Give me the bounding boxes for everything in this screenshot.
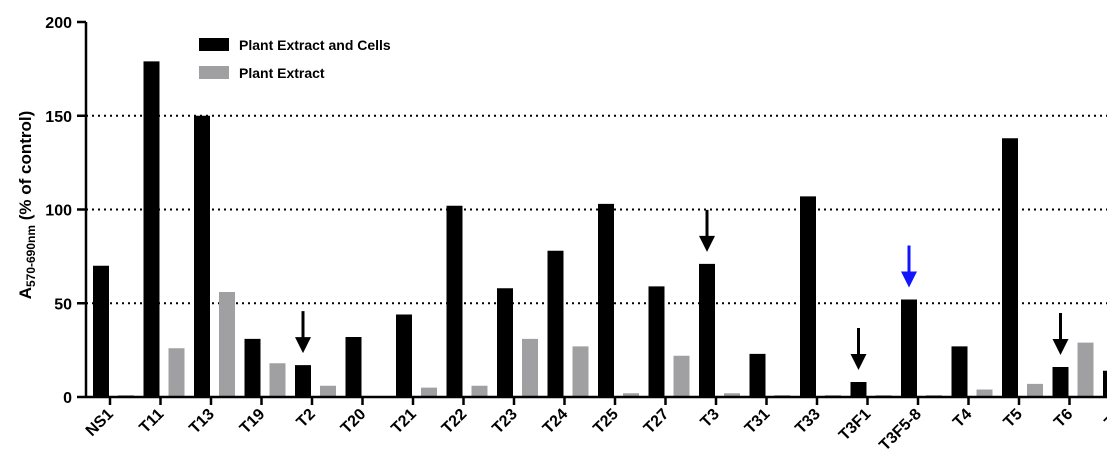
bar-t4-s1 [976, 389, 993, 397]
bar-t23-s1 [522, 338, 538, 397]
x-tick-label-ns1: NS1 [83, 406, 117, 440]
bar-t5-s1 [1027, 383, 1043, 397]
y-tick-label-150: 150 [45, 109, 72, 126]
bar-t3-s1 [724, 393, 740, 397]
bar-t13-s0 [194, 115, 210, 397]
bar-t19-s0 [244, 338, 261, 397]
x-tick-label-t22: T22 [439, 406, 471, 438]
bar-t21-s1 [421, 387, 437, 397]
bar-t3-s0 [699, 263, 715, 397]
bar-t3f5-8-s0 [901, 299, 917, 397]
bar-ns1-s0 [93, 265, 109, 397]
arrow-head-t3 [699, 235, 715, 252]
bar-t11-s0 [143, 61, 160, 397]
x-tick-label-t11: T11 [136, 406, 167, 437]
arrow-head-t6 [1052, 339, 1069, 355]
x-tick-label-t4: T4 [950, 406, 975, 431]
x-ticks: NS1 T11 T13 T19 T2 T20 T21 T22 T23 T24 T25 T27 T3 T31… [83, 397, 1107, 454]
bar-t22-s1 [471, 385, 488, 397]
y-ticks: 0 50 100 150 200 [45, 15, 86, 407]
x-tick-label-t6: T6 [1051, 406, 1076, 431]
bar-t25-s1 [623, 393, 639, 397]
x-tick-label-t33: T33 [792, 406, 824, 438]
reference-lines [86, 114, 1107, 305]
annotation-arrows [295, 209, 1069, 370]
bar-t22-s0 [446, 205, 463, 397]
bars [93, 61, 1107, 398]
arrow-head-t3f5-8 [901, 271, 917, 288]
bar-t11-s1 [168, 348, 185, 397]
bar-t33-s0 [800, 196, 816, 397]
x-tick-label-t27: T27 [641, 406, 673, 438]
x-tick-label-t23: T23 [489, 406, 521, 438]
x-tick-label-t3f1: T3F1 [836, 406, 874, 444]
bar-t19-s1 [269, 363, 286, 397]
x-tick-label-t5: T5 [1001, 406, 1026, 431]
bar-t5-s0 [1002, 138, 1018, 397]
bar-t2-s0 [295, 365, 311, 397]
bar-t25-s0 [598, 203, 614, 397]
x-tick-label-t3: T3 [698, 406, 723, 431]
legend-label-cells: Plant Extract and Cells [239, 37, 391, 53]
bar-t6-s1 [1077, 342, 1094, 397]
x-tick-label-t2: T2 [294, 406, 319, 431]
bar-t27-s1 [673, 355, 690, 397]
bar-t20-s0 [345, 337, 362, 397]
x-tick-label-t13: T13 [186, 406, 218, 438]
arrow-head-t3f1 [850, 354, 867, 370]
x-tick-label-t21: T21 [388, 406, 420, 438]
legend: Plant Extract and Cells Plant Extract [199, 37, 391, 81]
legend-swatch-cells [199, 38, 229, 51]
bar-t24-s1 [572, 346, 589, 397]
bar-t31-s0 [749, 353, 766, 397]
bar-t3f1-s0 [850, 382, 867, 397]
bar-t4-s0 [951, 346, 968, 397]
y-tick-label-0: 0 [63, 390, 72, 407]
bar-t23-s0 [497, 288, 513, 397]
x-tick-label-t31: T31 [742, 406, 774, 438]
bar-t27-s0 [648, 286, 665, 397]
y-axis-title: A570-690nm (% of control) [16, 111, 38, 300]
x-tick-label-t20: T20 [338, 406, 370, 438]
x-tick-label-t19: T19 [237, 406, 269, 438]
bar-t2-s1 [320, 385, 336, 397]
x-tick-label-t8: T8 [1102, 406, 1107, 431]
x-tick-label-t24: T24 [540, 406, 572, 438]
legend-label-extract: Plant Extract [239, 65, 325, 81]
bar-t8-s0 [1103, 370, 1107, 397]
legend-swatch-extract [199, 66, 229, 79]
bar-t6-s0 [1052, 367, 1069, 397]
bar-t13-s1 [219, 292, 235, 397]
y-tick-label-200: 200 [45, 15, 72, 32]
y-tick-label-100: 100 [45, 203, 72, 220]
x-tick-label-t25: T25 [590, 406, 622, 438]
x-tick-label-t3f5-8: T3F5-8 [876, 406, 925, 455]
bar-t24-s0 [547, 250, 564, 397]
bar-t21-s0 [396, 314, 412, 397]
arrow-head-t2 [295, 337, 311, 354]
y-tick-label-50: 50 [54, 296, 72, 313]
